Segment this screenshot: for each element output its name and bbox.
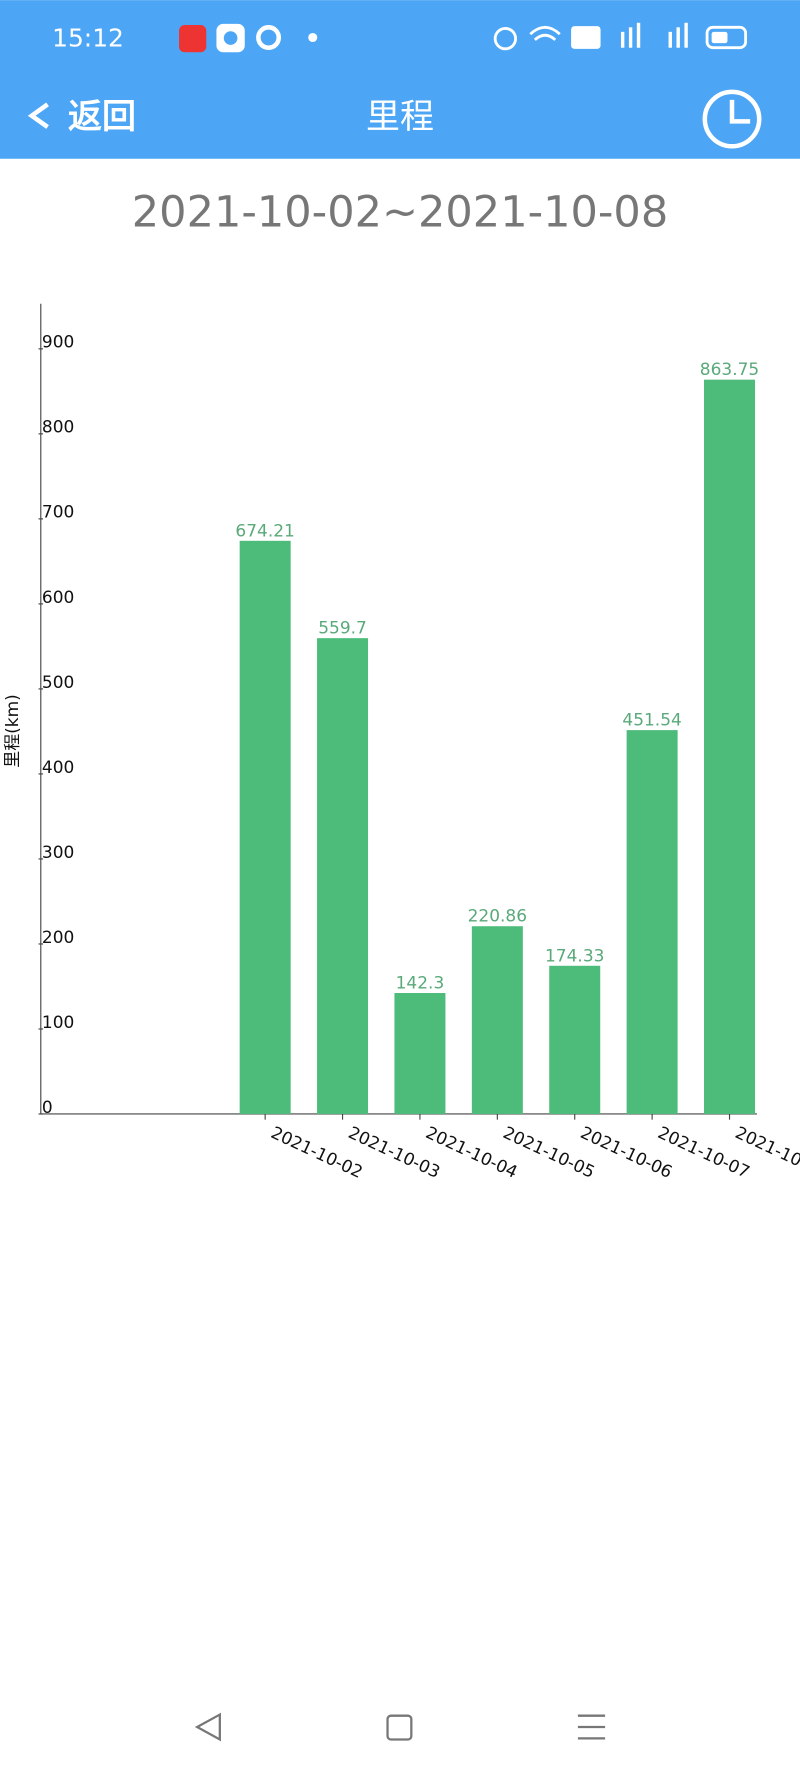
- clock-hands[interactable]: [729, 99, 751, 124]
- value-label: 174.33: [545, 946, 604, 966]
- bar: [626, 730, 678, 1114]
- bar: [704, 379, 756, 1114]
- bar: [471, 926, 523, 1114]
- y-tick-label: 300: [42, 843, 74, 863]
- bar: [239, 540, 291, 1114]
- bar: [394, 993, 446, 1114]
- nav-bar: [194, 1712, 606, 1742]
- value-label: 559.7: [318, 619, 367, 639]
- y-tick-label: 100: [42, 1013, 74, 1033]
- nav-menu[interactable]: [577, 1714, 606, 1740]
- back-button[interactable]: 返回: [68, 97, 136, 137]
- status-icons: [179, 22, 748, 53]
- clock-icon[interactable]: [702, 89, 762, 149]
- status-time: 15:12: [52, 24, 124, 53]
- page-title: 里程: [366, 97, 434, 137]
- y-tick-label: 600: [42, 588, 74, 608]
- y-tick-label: 700: [42, 503, 74, 523]
- value-label: 674.21: [235, 521, 294, 541]
- y-tick-label: 500: [42, 673, 74, 693]
- value-label: 220.86: [468, 907, 527, 927]
- chart: 01002003004005006007008009002021-10-0267…: [38, 303, 800, 1183]
- bar: [317, 638, 369, 1114]
- nav-back[interactable]: [194, 1712, 221, 1742]
- chart-title: 2021-10-02~2021-10-08: [132, 188, 668, 238]
- value-label: 863.75: [700, 360, 759, 380]
- value-label: 142.3: [396, 973, 445, 993]
- bar: [549, 965, 601, 1114]
- y-axis-title: 里程(km): [3, 694, 23, 768]
- nav-home[interactable]: [386, 1714, 413, 1741]
- y-tick-label: 400: [42, 758, 74, 778]
- y-tick-label: 800: [42, 418, 74, 438]
- top-bar: [0, 0, 800, 159]
- back-arrow[interactable]: [27, 102, 49, 129]
- history-button[interactable]: [702, 89, 762, 149]
- value-label: 451.54: [622, 711, 681, 731]
- y-tick-label: 900: [42, 333, 74, 353]
- y-tick-label: 200: [42, 928, 74, 948]
- y-tick-label: 0: [42, 1098, 53, 1118]
